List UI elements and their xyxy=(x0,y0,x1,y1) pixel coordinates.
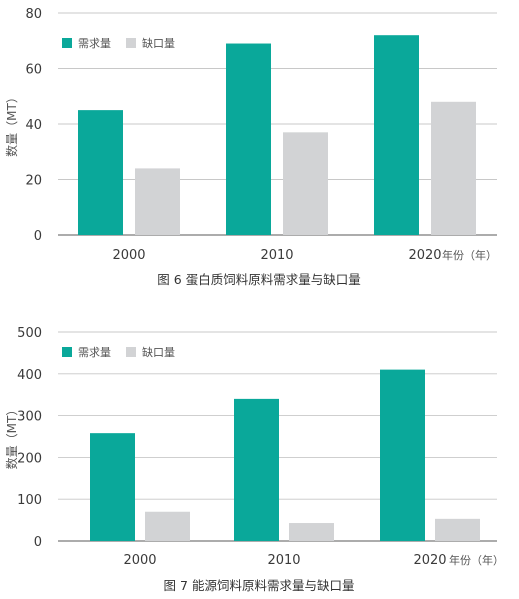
y-tick-label: 200 xyxy=(17,451,42,466)
legend-swatch xyxy=(62,347,72,357)
y-tick-label: 0 xyxy=(34,229,42,244)
y-tick-label: 20 xyxy=(25,174,42,189)
y-tick-label: 0 xyxy=(34,535,42,550)
y-tick-label: 80 xyxy=(25,7,42,22)
y-tick-label: 60 xyxy=(25,63,42,78)
gap-bar xyxy=(289,523,334,541)
y-tick-label: 100 xyxy=(17,493,42,508)
y-tick-label: 40 xyxy=(25,118,42,133)
legend-swatch xyxy=(126,347,136,357)
figure-caption: 图 6 蛋白质饲料原料需求量与缺口量 xyxy=(157,272,360,287)
x-tick-label: 2000 xyxy=(112,248,145,263)
legend-label: 需求量 xyxy=(78,346,111,359)
legend-label: 缺口量 xyxy=(142,345,175,359)
gap-bar xyxy=(283,132,328,235)
legend-label: 缺口量 xyxy=(142,36,175,50)
demand-bar xyxy=(90,433,135,541)
x-tick-label: 2010 xyxy=(260,248,293,263)
legend-swatch xyxy=(62,38,72,48)
x-axis-unit-label: 年份（年） xyxy=(442,248,497,262)
legend-swatch xyxy=(126,38,136,48)
x-tick-label: 2000 xyxy=(123,553,156,568)
y-tick-label: 400 xyxy=(17,368,42,383)
y-axis-label: 数量（MT） xyxy=(4,404,19,470)
y-tick-label: 300 xyxy=(17,410,42,425)
x-tick-label: 2010 xyxy=(267,553,300,568)
chart-2: 0 100 200 300 400 500 2000 2010 2020 需求量 缺口量数量（MT）… xyxy=(4,326,504,593)
demand-bar xyxy=(234,398,279,541)
x-axis-unit-label: 年份（年） xyxy=(449,553,504,567)
gap-bar xyxy=(431,101,476,235)
gap-bar xyxy=(435,518,480,541)
y-axis-label: 数量（MT） xyxy=(4,91,19,157)
demand-bar xyxy=(226,43,271,236)
gap-bar xyxy=(135,168,180,235)
x-tick-label: 2020 xyxy=(413,553,446,568)
gap-bar xyxy=(145,511,190,541)
x-tick-label: 2020 xyxy=(408,248,441,263)
y-tick-label: 500 xyxy=(17,326,42,341)
demand-bar xyxy=(78,110,123,235)
figure-caption: 图 7 能源饲料原料需求量与缺口量 xyxy=(164,578,355,593)
demand-bar xyxy=(380,369,425,541)
legend-label: 需求量 xyxy=(78,37,111,50)
demand-bar xyxy=(374,35,419,236)
